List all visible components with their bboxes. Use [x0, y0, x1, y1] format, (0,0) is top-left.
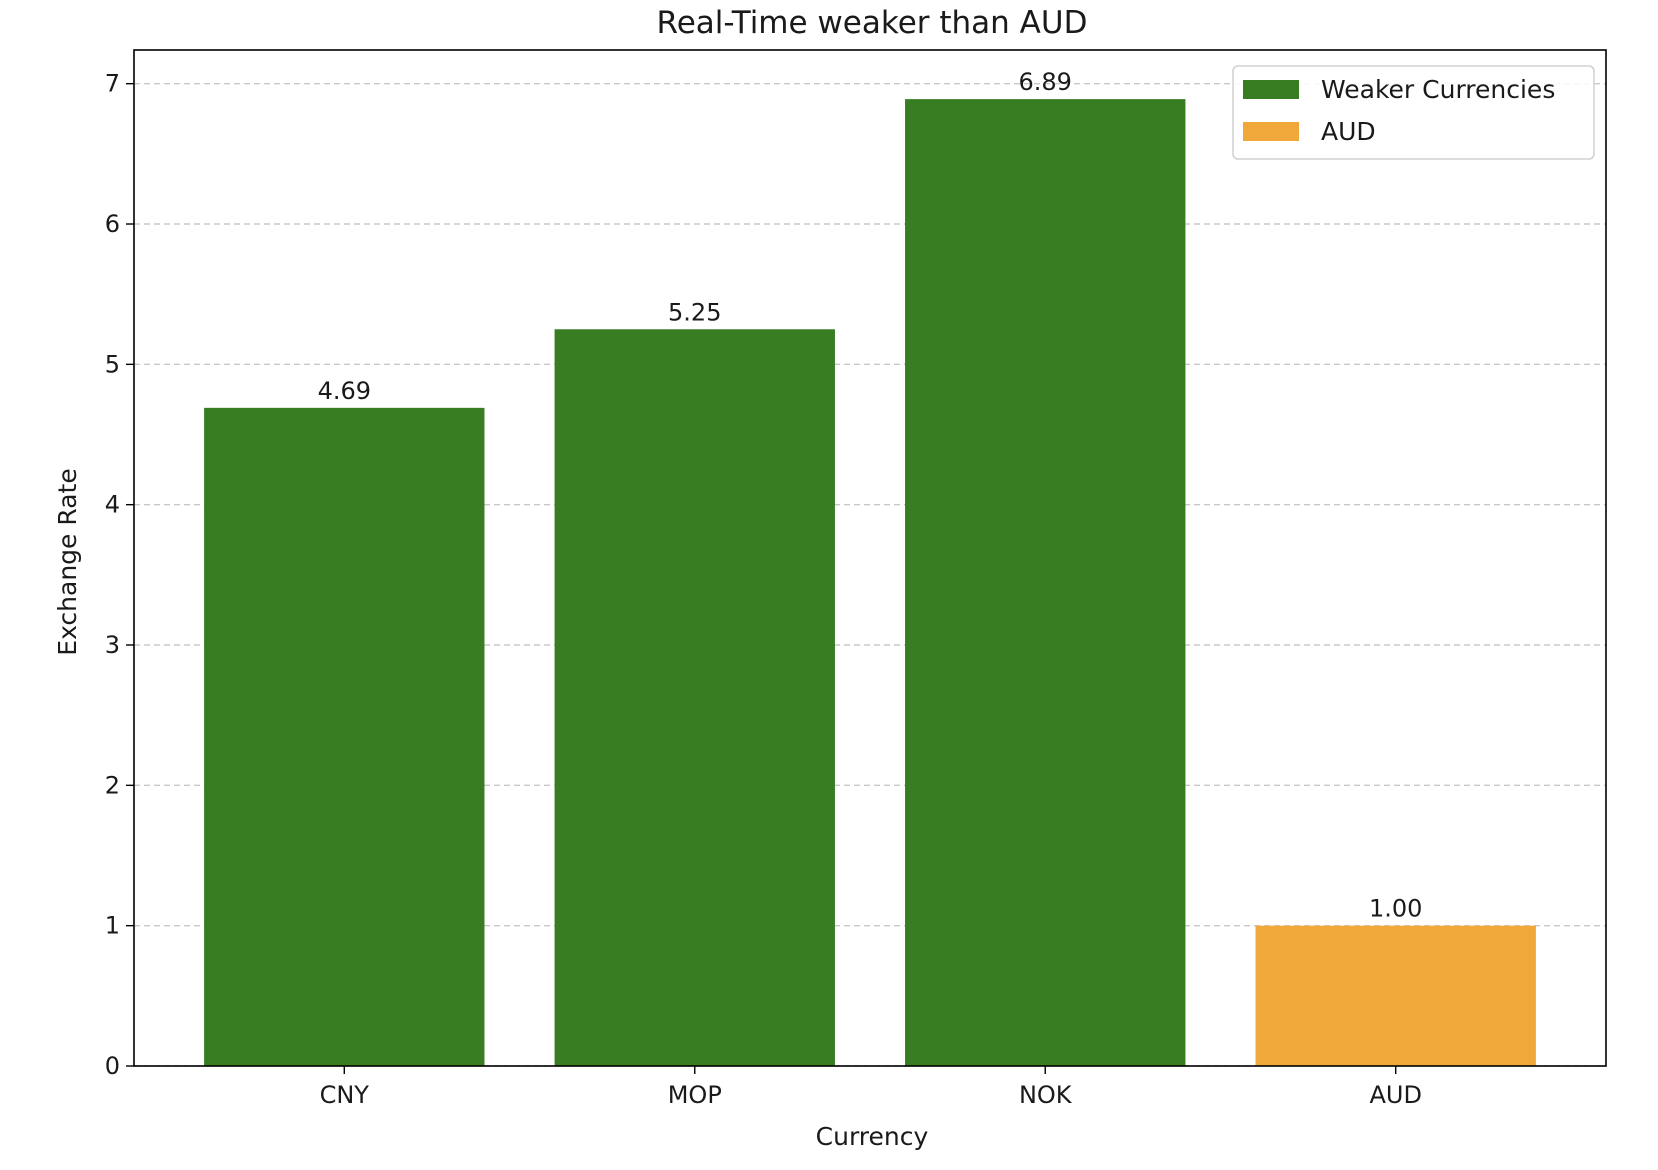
legend-swatch-weaker-currencies [1243, 80, 1299, 99]
y-tick-label-1: 1 [105, 912, 120, 940]
x-tick-label-aud: AUD [1369, 1081, 1421, 1109]
value-label-cny: 4.69 [318, 377, 371, 405]
value-label-mop: 5.25 [668, 298, 721, 326]
y-tick-label-4: 4 [105, 491, 120, 519]
legend-swatch-aud [1243, 122, 1299, 141]
bar-cny [204, 407, 485, 1066]
bar-mop [554, 329, 835, 1067]
x-tick-label-nok: NOK [1019, 1081, 1073, 1109]
x-axis-label: Currency [816, 1122, 929, 1151]
y-axis-label: Exchange Rate [53, 468, 82, 655]
value-label-nok: 6.89 [1019, 68, 1072, 96]
bar-nok [905, 99, 1186, 1066]
chart-title: Real-Time weaker than AUD [657, 5, 1088, 41]
y-tick-label-3: 3 [105, 631, 120, 659]
x-tick-label-mop: MOP [668, 1081, 722, 1109]
bar-aud [1255, 925, 1536, 1066]
bar-value-labels: 4.69 5.25 6.89 1.00 [318, 68, 1423, 923]
y-tick-label-2: 2 [105, 771, 120, 799]
legend-label-weaker-currencies: Weaker Currencies [1321, 75, 1555, 104]
bars [204, 99, 1536, 1067]
x-tick-label-cny: CNY [320, 1081, 370, 1109]
y-tick-label-0: 0 [105, 1052, 120, 1080]
y-axis-ticks: 0 1 2 3 4 5 6 7 [105, 70, 134, 1080]
y-tick-label-5: 5 [105, 350, 120, 378]
y-tick-label-7: 7 [105, 70, 120, 98]
legend-box [1232, 65, 1595, 160]
value-label-aud: 1.00 [1369, 895, 1422, 923]
x-axis-ticks: CNY MOP NOK AUD [320, 1066, 1422, 1109]
y-tick-label-6: 6 [105, 210, 120, 238]
legend-label-aud: AUD [1321, 117, 1376, 146]
legend: Weaker Currencies AUD [1232, 65, 1595, 160]
plot-area-frame [133, 49, 1607, 1067]
